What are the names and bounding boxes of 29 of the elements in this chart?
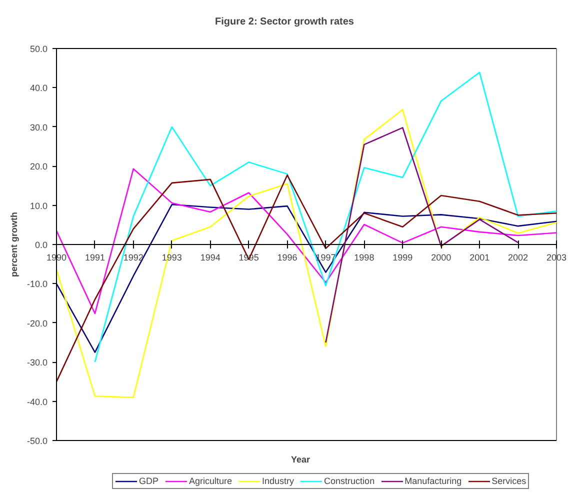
legend-label: Agriculture <box>189 476 232 486</box>
x-tick-label: 1994 <box>200 252 220 262</box>
x-tick-label: 1996 <box>277 252 298 262</box>
legend-label: Services <box>492 476 526 486</box>
x-axis-title: Year <box>290 454 311 464</box>
y-tick-label: -40.0 <box>26 396 48 407</box>
y-tick-label: -10.0 <box>26 279 48 290</box>
x-tick-label: 1998 <box>354 252 374 262</box>
x-tick-label: 2000 <box>431 252 452 262</box>
x-tick-label: 2001 <box>470 252 490 262</box>
legend-label: Industry <box>262 476 294 486</box>
y-axis-title: percent growth <box>8 212 19 277</box>
y-tick-label: 40.0 <box>30 83 48 94</box>
x-tick-label: 1991 <box>84 252 105 262</box>
y-tick-label: 10.0 <box>30 200 48 211</box>
y-tick-label: 30.0 <box>30 122 48 132</box>
y-tick-label: 0.0 <box>34 240 48 250</box>
legend-label: Manufacturing <box>404 476 462 486</box>
legend-label: Construction <box>324 476 375 486</box>
y-tick-label: -30.0 <box>26 358 48 368</box>
y-tick-label: 50.0 <box>30 44 48 54</box>
legend-label: GDP <box>139 476 159 486</box>
y-tick-label: -20.0 <box>26 318 48 328</box>
y-tick-label: -50.0 <box>26 436 48 446</box>
chart-title: Figure 2: Sector growth rates <box>215 16 354 28</box>
x-tick-label: 1999 <box>392 252 413 262</box>
x-tick-label: 2002 <box>508 252 528 262</box>
y-tick-label: 20.0 <box>30 162 48 172</box>
x-tick-label: 1992 <box>123 252 144 262</box>
